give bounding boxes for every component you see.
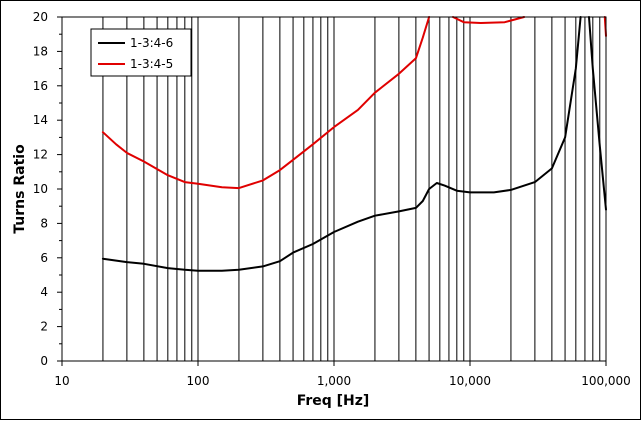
y-tick-label: 6: [40, 251, 48, 265]
legend: 1-3:4-6 1-3:4-5: [90, 28, 192, 77]
x-tick-label: 1,000: [317, 374, 351, 388]
series-line-3: [588, 16, 607, 211]
x-tick-label: 10,000: [449, 374, 491, 388]
x-axis-title: Freq [Hz]: [297, 393, 370, 409]
x-tick-label: 10: [54, 374, 69, 388]
y-tick-label: 12: [33, 148, 48, 162]
x-tick-label: 100: [187, 374, 210, 388]
y-axis-title: Turns Ratio: [12, 144, 28, 234]
x-tick-labels: 10 100 1,000 10,000 100,000: [54, 374, 630, 388]
series-line-2: [452, 16, 526, 24]
legend-box: [90, 28, 192, 77]
y-tick-label: 2: [40, 320, 48, 334]
y-tick-label: 4: [40, 285, 48, 299]
y-tick-label: 10: [33, 182, 48, 196]
legend-label-1-3-4-6: 1-3:4-6: [130, 36, 173, 50]
series-line-0: [101, 16, 582, 272]
legend-label-1-3-4-5: 1-3:4-5: [130, 57, 173, 71]
y-tick-label: 8: [40, 216, 48, 230]
y-tick-label: 16: [33, 79, 48, 93]
y-tick-labels: 0 2 4 6 8 10 12 14 16 18 20: [33, 10, 48, 368]
y-tick-label: 0: [40, 354, 48, 368]
y-tick-label: 18: [33, 44, 48, 58]
y-tick-label: 14: [33, 113, 48, 127]
y-tick-label: 20: [33, 10, 48, 24]
series-line-1: [101, 16, 431, 190]
x-tick-label: 100,000: [581, 374, 631, 388]
plot-area-border: [61, 16, 607, 362]
